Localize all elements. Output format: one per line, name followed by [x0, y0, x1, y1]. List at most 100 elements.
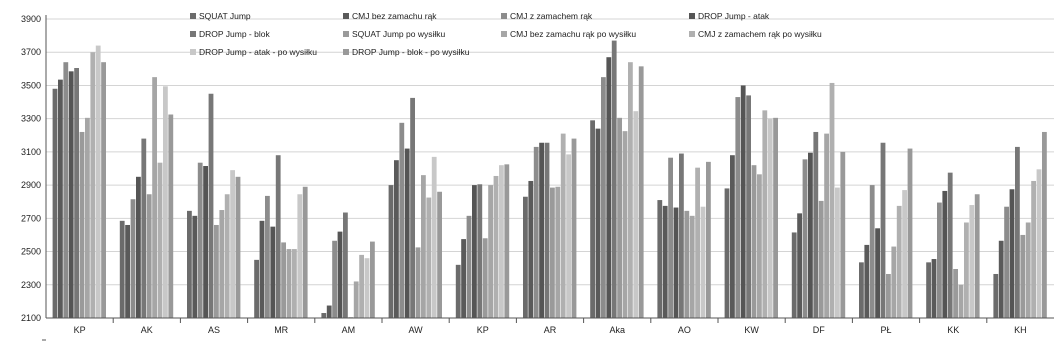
- y-tick-label: 2300: [21, 280, 41, 290]
- bar: [281, 242, 286, 318]
- bar: [886, 273, 891, 318]
- bar: [208, 93, 214, 318]
- legend-swatch: [190, 13, 196, 19]
- bar: [1042, 131, 1047, 318]
- bar: [622, 131, 628, 319]
- bar: [762, 110, 768, 318]
- legend-swatch: [501, 31, 507, 37]
- bar: [998, 240, 1004, 318]
- bar: [611, 40, 617, 319]
- bar: [907, 148, 913, 318]
- bar: [657, 200, 663, 318]
- bar: [880, 142, 886, 318]
- bar: [964, 222, 969, 318]
- bar: [601, 77, 606, 318]
- bar: [63, 62, 69, 318]
- bar: [488, 185, 493, 318]
- bar: [791, 232, 797, 318]
- bar: [813, 131, 819, 318]
- bar: [74, 68, 79, 318]
- bar: [550, 187, 555, 318]
- bar: [399, 122, 405, 318]
- legend-swatch: [190, 49, 196, 55]
- legend-label: DROP Jump - atak - po wysiłku: [199, 47, 317, 57]
- legend-swatch: [343, 49, 349, 55]
- bar: [560, 133, 566, 318]
- bar: [265, 195, 270, 318]
- bar: [353, 281, 359, 318]
- y-tick-label: 3500: [21, 80, 41, 90]
- bar: [700, 206, 706, 318]
- bar: [1031, 180, 1036, 318]
- bar: [689, 215, 695, 318]
- bar: [633, 111, 639, 318]
- bar: [926, 262, 931, 318]
- bar: [523, 196, 528, 318]
- bar: [230, 170, 235, 318]
- bar: [52, 88, 58, 319]
- bar: [835, 187, 840, 318]
- x-tick-label: MR: [274, 325, 288, 335]
- bar: [79, 131, 85, 318]
- bar: [662, 205, 668, 319]
- bar: [359, 254, 364, 318]
- x-tick-label: KP: [74, 325, 86, 335]
- bar: [302, 186, 308, 318]
- y-tick-label: 3700: [21, 47, 41, 57]
- bar: [410, 97, 415, 319]
- bar: [254, 259, 259, 318]
- x-tick-label: AW: [409, 325, 424, 335]
- bar: [90, 52, 96, 318]
- bar: [421, 175, 426, 318]
- y-tick-label: 2700: [21, 213, 41, 223]
- bar: [343, 212, 348, 318]
- x-tick-label: KK: [947, 325, 959, 335]
- legend-swatch: [190, 31, 196, 37]
- bar: [292, 249, 297, 318]
- bar: [818, 200, 824, 318]
- bar: [993, 273, 999, 318]
- bar: [455, 264, 461, 318]
- bar: [724, 188, 730, 318]
- bar: [364, 258, 370, 318]
- bar: [214, 224, 219, 318]
- bar: [270, 226, 276, 318]
- bar: [130, 199, 136, 318]
- bar: [829, 82, 835, 318]
- y-tick-label: 3900: [21, 14, 41, 24]
- bar: [477, 184, 483, 318]
- bar: [1004, 206, 1009, 318]
- bar: [168, 114, 174, 318]
- bar: [332, 240, 337, 318]
- x-tick-label: AO: [678, 325, 691, 335]
- legend-label: CMJ z zamachem rąk po wysiłku: [698, 29, 822, 39]
- bar: [544, 142, 550, 318]
- bar: [259, 220, 265, 318]
- bar: [415, 247, 421, 318]
- bar: [187, 210, 192, 318]
- bar: [394, 160, 399, 318]
- bar: [767, 118, 773, 318]
- x-tick-label: DF: [813, 325, 825, 335]
- bar: [1015, 146, 1020, 318]
- bar: [746, 95, 751, 318]
- bar: [119, 220, 125, 318]
- bar: [326, 305, 332, 318]
- x-tick-label: AK: [141, 325, 153, 335]
- x-tick-label: KW: [744, 325, 759, 335]
- bar: [974, 194, 980, 318]
- bars: [52, 40, 1047, 319]
- x-tick-label: Aka: [609, 325, 625, 335]
- x-tick-label: AR: [544, 325, 557, 335]
- bar: [864, 244, 870, 318]
- bar: [595, 128, 601, 318]
- bar: [466, 215, 472, 318]
- bar: [555, 186, 561, 318]
- legend-label: SQUAT Jump: [199, 11, 251, 21]
- legend-swatch: [343, 13, 349, 19]
- bar: [482, 238, 488, 318]
- bar: [404, 148, 410, 318]
- bar: [947, 172, 953, 318]
- bar: [197, 162, 203, 318]
